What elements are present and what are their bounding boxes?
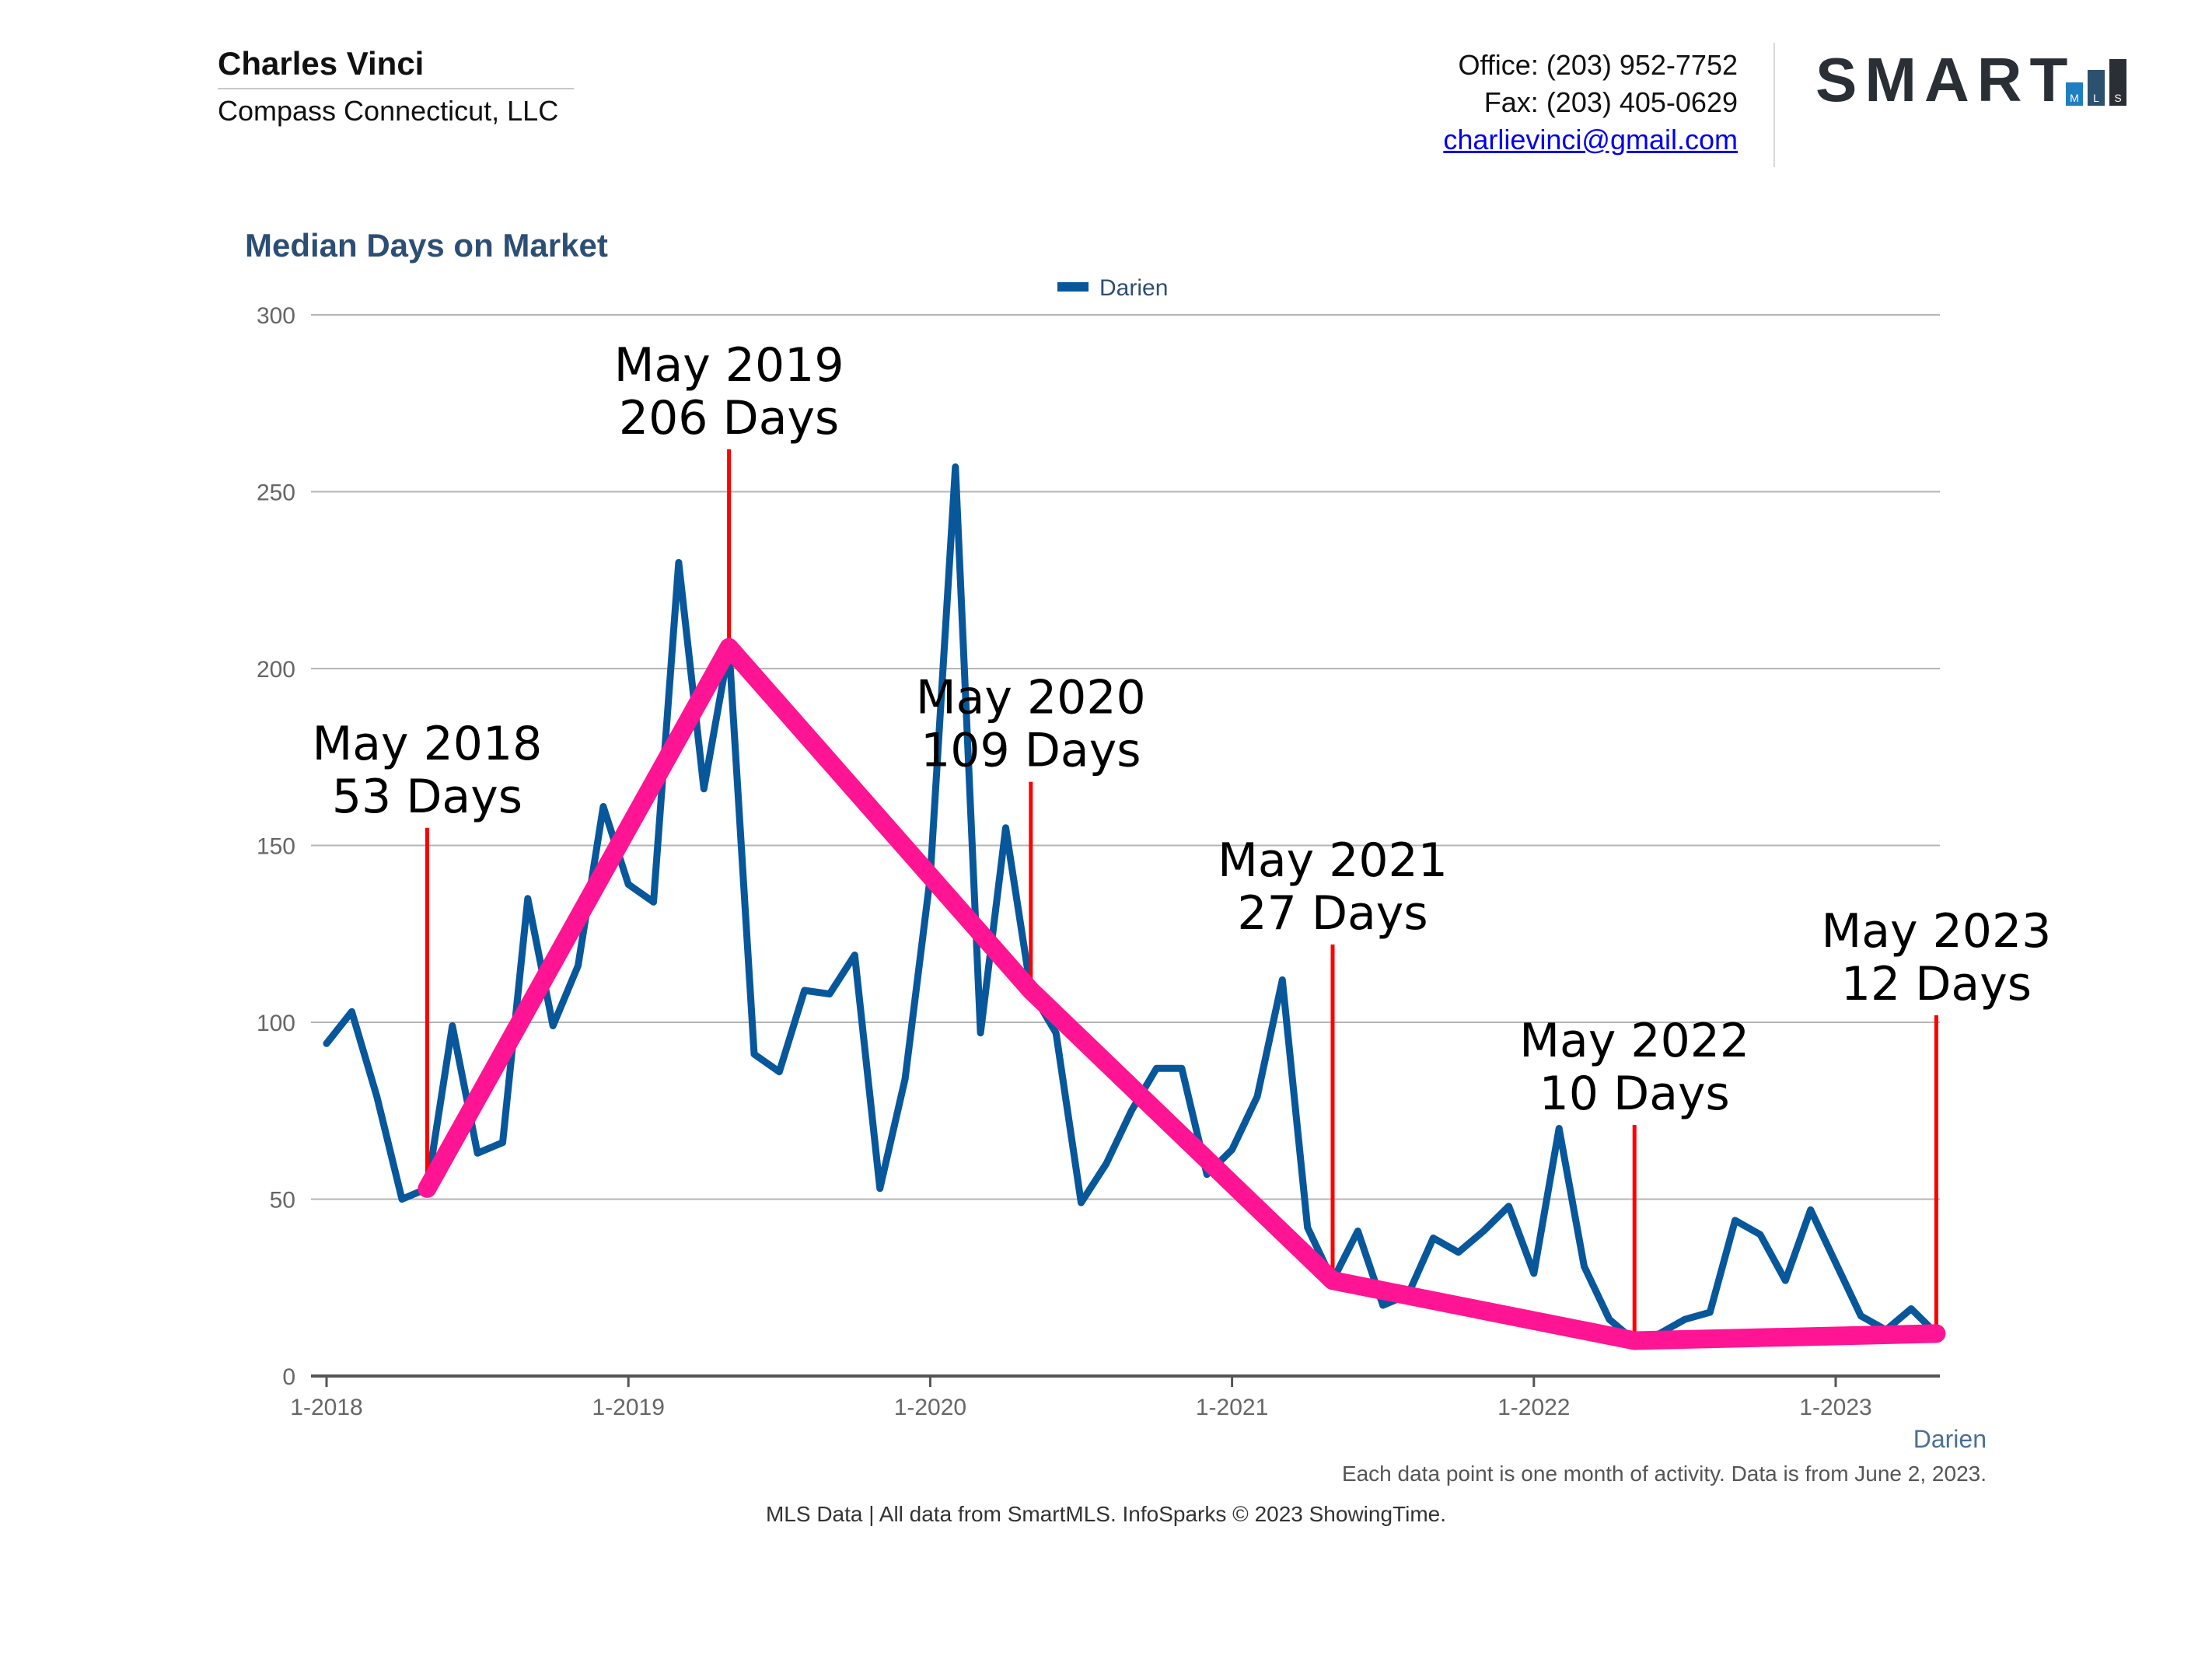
data-footnote: Each data point is one month of activity… xyxy=(1341,1462,1987,1486)
y-tick-label: 250 xyxy=(257,480,295,506)
legend-swatch xyxy=(1057,282,1089,292)
office-phone: Office: (203) 952-7752 xyxy=(1458,49,1738,81)
logo-letter-s: S xyxy=(2114,92,2121,104)
logo-bar-l xyxy=(2088,70,2105,106)
contact-divider xyxy=(1773,43,1775,167)
logo-letter-m: M xyxy=(2070,92,2079,104)
annotation-label-month: May 2020 xyxy=(916,671,1146,725)
x-tick-label: 1-2022 xyxy=(1497,1395,1570,1420)
annotation-label-days: 10 Days xyxy=(1539,1067,1730,1121)
company-name: Compass Connecticut, LLC xyxy=(218,95,559,127)
annotation-label-month: May 2021 xyxy=(1218,833,1448,888)
y-tick-label: 200 xyxy=(257,657,295,683)
smartmls-logo: SMART M L S xyxy=(1815,53,2126,114)
annotation-label-days: 53 Days xyxy=(332,770,522,824)
data-credit: MLS Data | All data from SmartMLS. InfoS… xyxy=(765,1502,1446,1526)
legend-label: Darien xyxy=(1099,275,1168,301)
x-tick-label: 1-2023 xyxy=(1799,1395,1871,1420)
agent-name: Charles Vinci xyxy=(218,45,425,82)
logo-letter-l: L xyxy=(2093,92,2099,104)
fax-number: Fax: (203) 405-0629 xyxy=(1483,86,1738,118)
x-axis-label: Darien xyxy=(1913,1425,1987,1453)
contact-block: Office: (203) 952-7752 Fax: (203) 405-06… xyxy=(1443,47,1738,159)
x-tick-label: 1-2020 xyxy=(894,1395,966,1420)
series-line-darien xyxy=(323,463,1940,1344)
logo-text: SMART xyxy=(1815,53,2075,114)
annotation-label-days: 27 Days xyxy=(1237,886,1427,941)
annotation-label-month: May 2022 xyxy=(1519,1014,1749,1068)
logo-bar-s xyxy=(2109,59,2126,106)
email-link[interactable]: charlievinci@gmail.com xyxy=(1443,124,1738,155)
chart-title: Median Days on Market xyxy=(245,227,608,264)
annotation-label-month: May 2019 xyxy=(614,338,844,393)
annotation-label-days: 12 Days xyxy=(1841,957,2032,1011)
x-tick-label: 1-2021 xyxy=(1196,1395,1268,1420)
logo-bar-m xyxy=(2066,82,2083,106)
y-tick-label: 300 xyxy=(257,303,295,329)
y-tick-label: 100 xyxy=(257,1011,295,1036)
x-tick-label: 1-2019 xyxy=(592,1395,664,1420)
y-tick-label: 50 xyxy=(270,1188,295,1214)
y-tick-label: 150 xyxy=(257,834,295,860)
annotation-label-days: 109 Days xyxy=(921,724,1141,778)
x-tick-label: 1-2018 xyxy=(290,1395,362,1420)
y-tick-label: 0 xyxy=(282,1364,295,1390)
agent-divider xyxy=(218,88,574,89)
trend-line xyxy=(418,637,1946,1350)
annotation-label-days: 206 Days xyxy=(619,391,839,445)
annotation-label-month: May 2023 xyxy=(1821,904,2051,959)
annotation-label-month: May 2018 xyxy=(312,717,542,771)
